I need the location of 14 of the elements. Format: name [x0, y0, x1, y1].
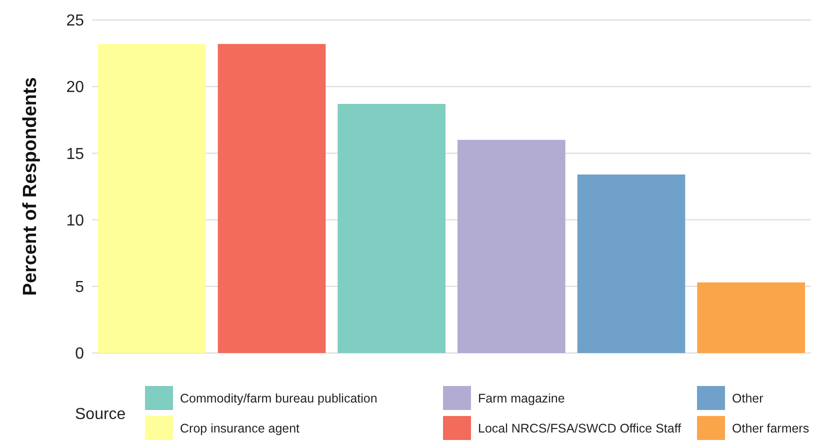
- legend-label: Other farmers: [732, 421, 810, 436]
- legend-label: Other: [732, 391, 764, 406]
- legend-label: Crop insurance agent: [180, 421, 300, 436]
- legend-label: Local NRCS/FSA/SWCD Office Staff: [478, 421, 682, 436]
- legend-label: Commodity/farm bureau publication: [180, 391, 378, 406]
- y-tick-label: 15: [66, 146, 84, 163]
- y-tick-label: 0: [75, 346, 84, 363]
- legend-title: Source: [75, 406, 126, 423]
- y-tick-label: 25: [66, 12, 84, 30]
- y-axis-title: Percent of Respondents: [20, 77, 41, 296]
- y-tick-label: 5: [75, 279, 84, 296]
- y-tick-label: 20: [66, 79, 84, 96]
- y-tick-label: 10: [66, 212, 84, 230]
- legend-label: Farm magazine: [478, 391, 565, 406]
